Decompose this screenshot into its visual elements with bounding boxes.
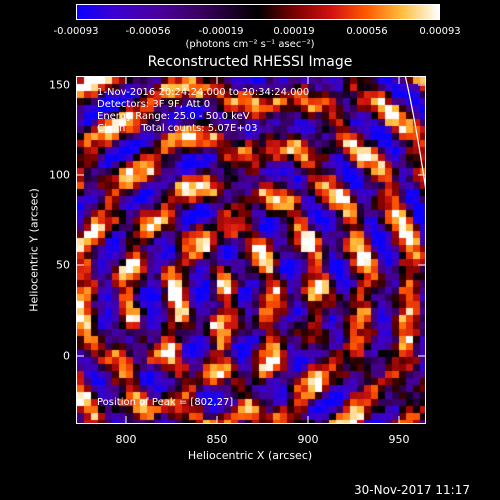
x-axis-label: Heliocentric X (arcsec) <box>187 449 313 462</box>
method-counts-text: Clean Total counts: 5.07E+03 <box>97 123 258 134</box>
energy-range-text: Energy Range: 25.0 - 50.0 keV <box>97 111 250 122</box>
colorbar-tick: 0.00056 <box>346 26 388 37</box>
colorbar-tick: -0.00093 <box>53 26 99 37</box>
x-tick-label: 950 <box>388 433 410 446</box>
x-tick-label: 900 <box>297 433 319 446</box>
colorbar-units: (photons cm⁻² s⁻¹ asec⁻²) <box>185 39 315 50</box>
colorbar-tick: -0.00019 <box>198 26 244 37</box>
x-tick-label: 800 <box>115 433 137 446</box>
x-tick-label: 850 <box>206 433 228 446</box>
colorbar-tick: 0.00019 <box>273 26 315 37</box>
y-tick-label: 100 <box>49 168 70 182</box>
image-title: Reconstructed RHESSI Image <box>147 54 353 70</box>
detectors-text: Detectors: 3F 9F, Att 0 <box>97 99 211 110</box>
peak-position-text: Position of Peak = [802,27] <box>97 397 234 408</box>
y-axis-label: Heliocentric Y (arcsec) <box>27 188 41 312</box>
colorbar-tick: 0.00093 <box>419 26 461 37</box>
y-tick-label: 0 <box>63 349 70 363</box>
time-range-text: 1-Nov-2016 20:24:24.000 to 20:34:24.000 <box>97 87 310 98</box>
colorbar-tick: -0.00056 <box>125 26 171 37</box>
reconstructed-image: 1-Nov-2016 20:24:24.000 to 20:34:24.000 … <box>76 76 426 424</box>
timestamp-footer: 30-Nov-2017 11:17 <box>354 483 470 497</box>
solar-limb <box>404 77 425 188</box>
image-canvas <box>77 77 425 423</box>
y-tick-label: 50 <box>56 258 70 272</box>
colorbar <box>76 4 440 20</box>
y-tick-label: 150 <box>49 78 70 92</box>
